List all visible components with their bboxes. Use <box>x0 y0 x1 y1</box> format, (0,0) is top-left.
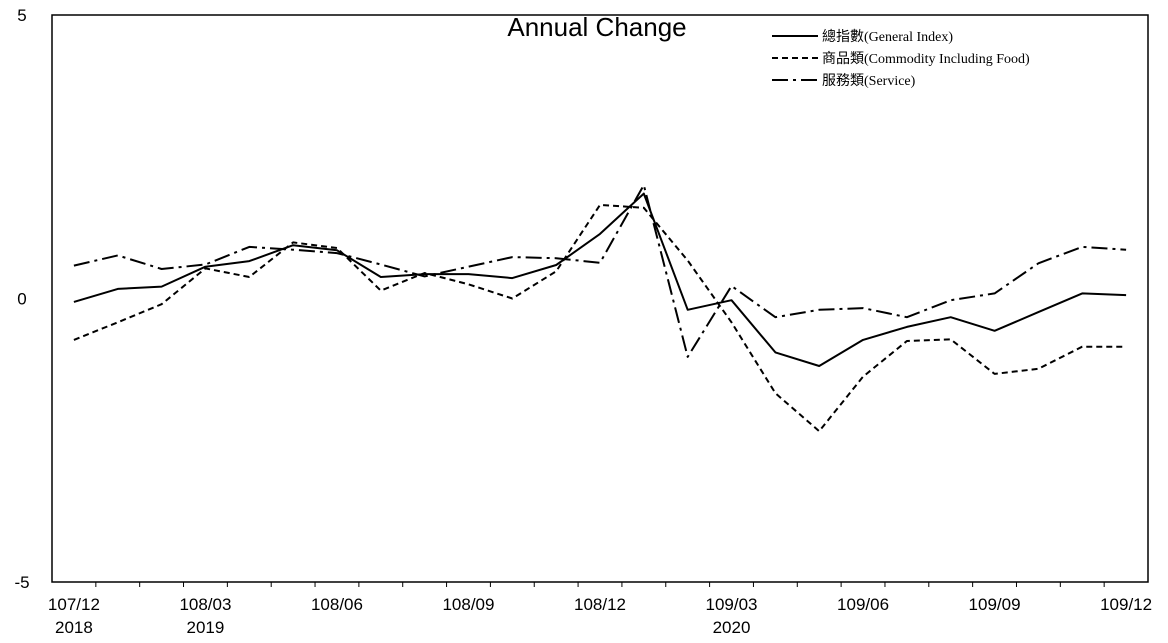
y-tick-label: 0 <box>17 290 26 309</box>
legend-label: 服務類(Service) <box>822 73 916 89</box>
y-tick-label: -5 <box>14 573 29 592</box>
legend: 總指數(General Index) 商品類(Commodity Includin… <box>772 28 1030 89</box>
x-tick-year-label: 2019 <box>187 618 225 637</box>
x-tick-label: 109/12 <box>1100 595 1152 614</box>
series-line-solid <box>73 192 1127 367</box>
x-tick-label: 107/12 <box>48 595 100 614</box>
x-tick-label: 108/12 <box>574 595 626 614</box>
x-tick-year-label: 2018 <box>55 618 93 637</box>
x-tick-year-label: 2020 <box>713 618 751 637</box>
x-tick-label: 109/03 <box>706 595 758 614</box>
legend-label: 總指數(General Index) <box>822 28 953 45</box>
series-line-dashed <box>73 203 1127 433</box>
legend-label: 商品類(Commodity Including Food) <box>822 51 1030 67</box>
series-line-dashdot <box>73 184 1127 358</box>
x-tick-label: 108/09 <box>442 595 494 614</box>
series-layer <box>73 184 1127 433</box>
x-tick-label: 109/09 <box>969 595 1021 614</box>
x-tick-label: 108/06 <box>311 595 363 614</box>
y-tick-label: 5 <box>17 6 26 25</box>
plot-frame <box>51 14 1149 583</box>
x-tick-label: 108/03 <box>179 595 231 614</box>
chart-title: Annual Change <box>507 12 686 42</box>
axes: 5 0 -5 107/12 2018 108/03 2019 108/06 108/09 108/… <box>14 6 1152 637</box>
x-tick-label: 109/06 <box>837 595 889 614</box>
